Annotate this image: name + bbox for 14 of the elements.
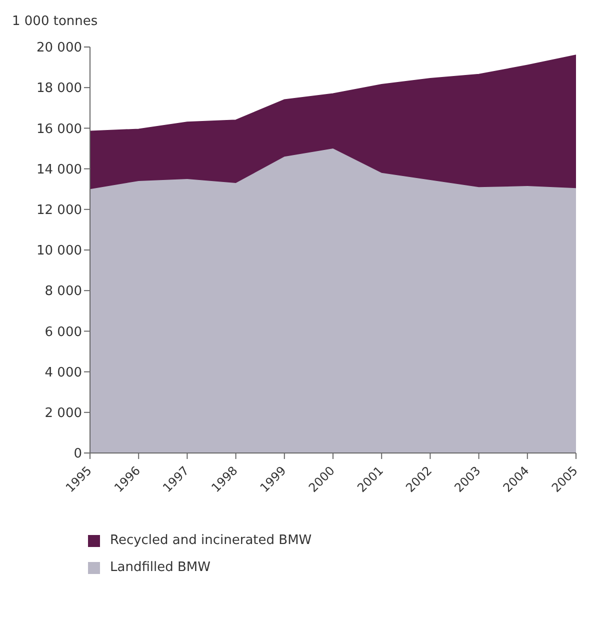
- y-tick-label: 0: [74, 446, 82, 462]
- y-tick-label: 12 000: [36, 203, 82, 218]
- y-tick-label: 20 000: [36, 40, 82, 56]
- y-tick-label: 18 000: [36, 81, 82, 96]
- y-tick-label: 4 000: [44, 365, 82, 380]
- y-tick-label: 10 000: [36, 244, 82, 259]
- legend-label: Landfilled BMW: [110, 560, 210, 575]
- y-tick-label: 14 000: [36, 162, 82, 178]
- y-tick-label: 2 000: [44, 406, 82, 422]
- y-tick-label: 16 000: [36, 122, 82, 137]
- y-axis-title: 1 000 tonnes: [12, 14, 99, 29]
- y-tick-label: 8 000: [44, 284, 82, 300]
- y-tick-label: 6 000: [44, 324, 82, 340]
- legend-label: Recycled and incinerated BMW: [110, 533, 312, 548]
